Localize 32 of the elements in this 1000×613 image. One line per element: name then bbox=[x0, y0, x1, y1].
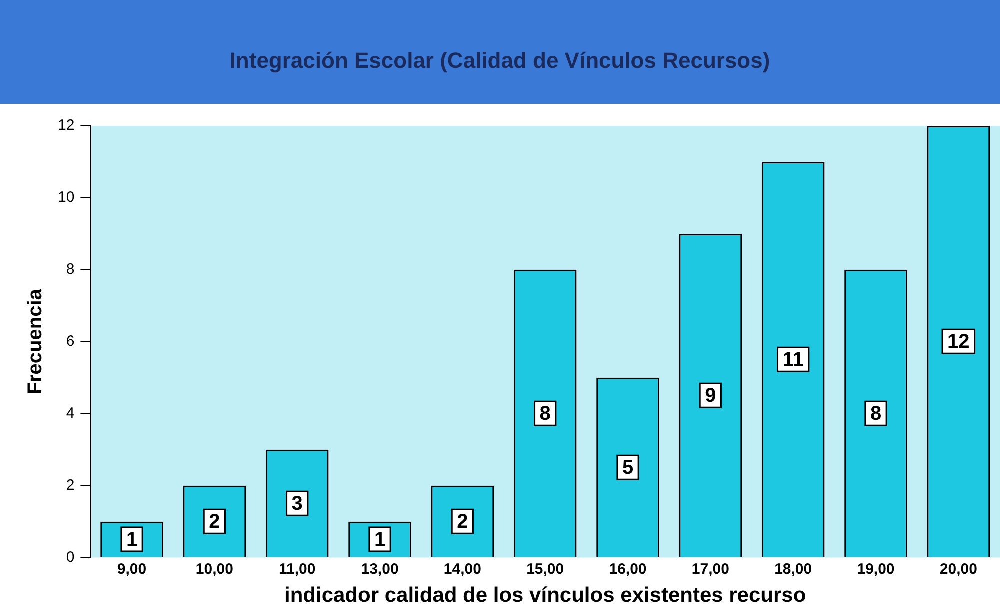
y-tick-label: 12 bbox=[58, 117, 75, 134]
x-tick-label: 10,00 bbox=[196, 560, 234, 578]
data-label: 1 bbox=[374, 529, 386, 552]
x-tick-label: 9,00 bbox=[117, 560, 147, 578]
y-tick-label: 6 bbox=[66, 333, 75, 350]
y-tick-label: 10 bbox=[58, 189, 75, 206]
x-axis-title: indicador calidad de los vínculos existentes recurso bbox=[284, 584, 806, 608]
data-label: 2 bbox=[457, 511, 468, 534]
x-tick-label: 11,00 bbox=[278, 560, 316, 578]
x-tick-label: 18,00 bbox=[774, 560, 812, 578]
data-label: 3 bbox=[292, 493, 303, 516]
y-tick-label: 2 bbox=[66, 476, 75, 494]
y-axis-title: Frecuencia bbox=[24, 288, 47, 395]
chart-title: Integración Escolar (Calidad de Vínculos Recursos) bbox=[0, 0, 1000, 104]
data-label: 2 bbox=[209, 511, 220, 534]
y-tick-label: 0 bbox=[66, 548, 75, 566]
x-tick-label: 14,00 bbox=[444, 560, 482, 578]
data-label: 8 bbox=[540, 403, 551, 426]
y-tick-label: 4 bbox=[66, 405, 75, 422]
data-label: 11 bbox=[782, 349, 804, 372]
data-label: 5 bbox=[622, 457, 634, 480]
data-label: 12 bbox=[948, 331, 970, 354]
data-label: 8 bbox=[870, 403, 882, 426]
x-tick-label: 19,00 bbox=[857, 560, 895, 578]
x-tick-label: 13,00 bbox=[361, 560, 399, 578]
x-tick-label: 17,00 bbox=[692, 560, 730, 578]
data-label: 1 bbox=[126, 529, 138, 552]
x-tick-label: 20,00 bbox=[940, 560, 978, 578]
x-tick-label: 15,00 bbox=[526, 560, 564, 578]
data-label: 9 bbox=[705, 385, 716, 408]
x-tick-label: 16,00 bbox=[609, 560, 647, 578]
y-tick-label: 8 bbox=[66, 261, 75, 278]
